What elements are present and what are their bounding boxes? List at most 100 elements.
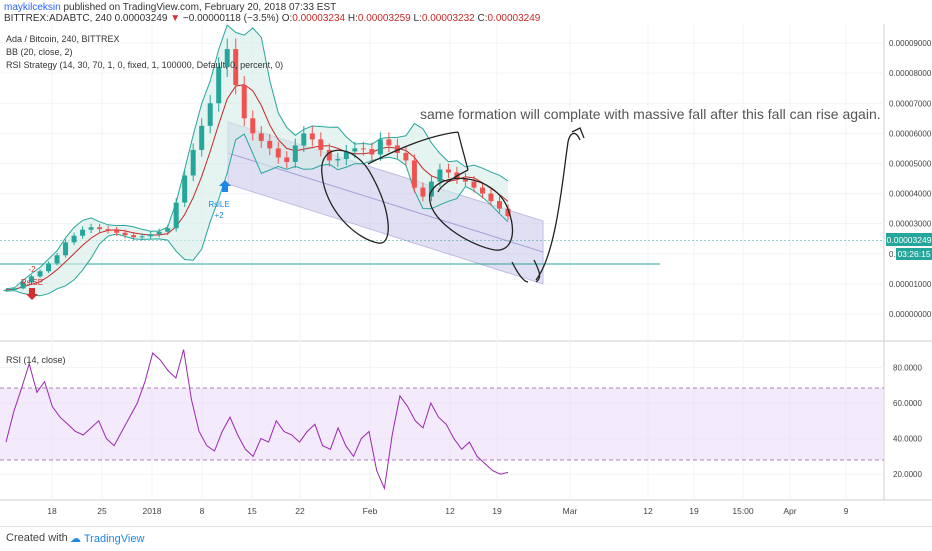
publish-info: published on TradingView.com, February 2… [63,2,337,13]
bollinger-basis [5,84,509,291]
candle-body [420,187,426,197]
price-tick-label: 0.00000000 [889,310,932,319]
candle-body [471,181,477,188]
candle-body [275,148,281,158]
long-signal-label: RsiLE [208,200,229,209]
candle-body [37,271,43,277]
symbol-label: BITTREX:ADABTC, 240 [4,13,112,24]
high-label: H: [347,13,358,24]
long-signal[interactable]: RsiLE +2 [208,180,231,220]
channel-midline [227,152,544,253]
footer: Created with ☁ TradingView [0,526,932,551]
candle-body [445,169,451,173]
candles [3,38,511,292]
time-tick-label: 8 [200,506,205,516]
bollinger-fill [6,25,508,296]
price-tick-label: 0.00008000 [889,69,932,78]
chart-area[interactable]: same formation will complate with massiv… [0,24,932,526]
price-tick-label: 0.00004000 [889,190,932,199]
footer-created: Created with [6,532,68,544]
candle-body [46,263,52,272]
drawn-rise-stroke [535,132,581,281]
bollinger-upper [5,24,509,290]
drawn-hook-1 [511,261,529,283]
candle-body [156,231,162,235]
candle-body [479,187,485,194]
current-price-tag [886,233,932,246]
candle-body [216,67,222,104]
long-arrow-icon [219,180,231,192]
candle-body [199,125,205,150]
candle-body [29,276,35,283]
time-tick-label: 2018 [143,506,162,516]
candle-body [224,49,230,68]
close-value: 0.00003249 [487,13,541,24]
high-value: 0.00003259 [357,13,411,24]
author-link[interactable]: maykilceksin [4,2,61,13]
time-tick-label: Mar [563,506,578,516]
drawn-stroke-2 [457,131,469,171]
footer-brand: TradingView [83,533,145,545]
countdown-tag [896,248,932,260]
candle-body [428,181,434,197]
candle-body [335,158,341,161]
drawn-stroke-1 [367,131,459,165]
rsi-axis[interactable]: 80.0000 60.0000 40.0000 20.0000 [893,363,922,479]
time-tick-label: 25 [97,506,107,516]
candle-body [309,133,315,140]
candle-body [250,118,256,134]
last-price: 0.00003249 [114,13,168,24]
candle-body [3,289,9,291]
candle-body [165,228,171,232]
candle-body [284,157,290,162]
open-label: O: [281,13,293,24]
low-value: 0.00003232 [421,13,475,24]
bollinger-lower [5,133,509,297]
time-axis[interactable]: 18 25 2018 8 15 22 Feb 12 19 Mar 12 19 15:00 Apr 9 [47,506,848,516]
candle-body [343,151,349,159]
legend-title[interactable]: Ada / Bitcoin, 240, BITTREX [6,34,120,44]
drawn-arrow-head [571,127,585,139]
time-tick-label: Feb [363,506,378,516]
price-tick-label: 0.00003000 [889,220,932,229]
candle-body [505,208,511,217]
candle-body [97,227,103,230]
candle-body [488,193,494,202]
short-signal-qty: -2 [28,265,36,274]
drawn-stroke-3 [437,169,469,193]
time-tick-label: 19 [689,506,699,516]
candle-body [377,139,383,155]
candle-body [114,230,120,233]
time-tick-label: 15:00 [732,506,754,516]
price-tick-label: 0.00005000 [889,159,932,168]
short-signal[interactable]: -2 RsiSE [21,265,43,300]
candle-body [352,148,358,152]
candle-body [386,139,392,146]
legend-bb[interactable]: BB (20, close, 2) [6,47,73,57]
price-axis[interactable]: 0.00009000 0.00008000 0.00007000 0.00006000… [889,39,932,319]
candle-body [241,85,247,119]
long-signal-qty: +2 [214,211,224,220]
time-tick-label: Apr [783,506,796,516]
rsi-band [0,388,884,460]
candle-body [63,242,69,256]
candle-body [131,235,137,238]
time-tick-label: 19 [492,506,502,516]
candle-body [411,160,417,188]
price-tick-label: 0.00007000 [889,99,932,108]
current-price-text: 0.00003249 [887,235,932,245]
tradingview-logo-icon[interactable]: ☁ TradingView [70,533,145,545]
candle-body [139,236,145,238]
legend-strategy[interactable]: RSI Strategy (14, 30, 70, 1, 0, fixed, 1… [6,60,283,70]
candle-body [394,145,400,153]
chart-annotation[interactable]: same formation will complate with massiv… [420,106,881,122]
drawn-ellipse-left [321,149,389,244]
candle-body [173,202,179,229]
price-tick-label: 0.00009000 [889,39,932,48]
candle-body [71,235,77,243]
open-value: 0.00003234 [292,13,346,24]
legend-rsi[interactable]: RSI (14, close) [6,355,66,365]
publish-line: maykilceksin published on TradingView.co… [4,2,336,13]
candle-body [233,49,239,86]
rsi-line [5,349,509,491]
